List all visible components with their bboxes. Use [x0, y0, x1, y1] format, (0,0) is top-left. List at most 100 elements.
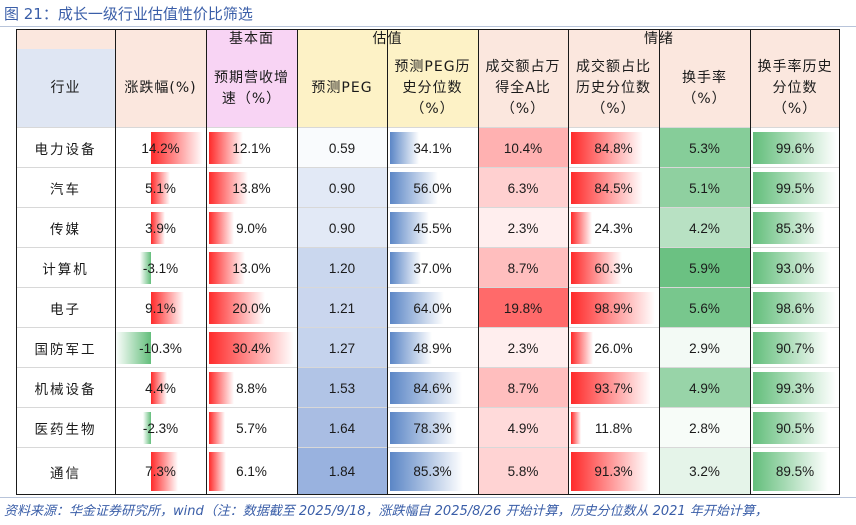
data-bar [753, 332, 830, 364]
value-label: 78.3% [413, 420, 452, 436]
cell-change: 14.2% [115, 128, 206, 168]
data-bar [390, 412, 457, 444]
value-label: 24.3% [594, 220, 633, 236]
value-label: 1.84 [328, 464, 356, 479]
value-label: 5.1% [145, 180, 176, 196]
cell-peg-pct: 56.0% [387, 168, 478, 208]
data-bar [209, 252, 246, 284]
data-bar [753, 132, 837, 164]
value-label: 14.2% [141, 140, 180, 156]
data-bar [209, 412, 225, 444]
row-divider [16, 447, 840, 448]
cell-turnover-rate-pct: 85.3% [750, 208, 840, 248]
value-label: 5.1% [689, 180, 720, 196]
data-bar [753, 292, 836, 324]
column-header-growth: 预期营收增速（%） [206, 49, 297, 128]
data-bar [753, 452, 829, 491]
cell-turnover-share-pct: 26.0% [568, 328, 659, 368]
industry-name-cell: 机械设备 [16, 368, 115, 408]
value-label: 3.9% [145, 220, 176, 236]
column-header-label: 成交额占比历史分位数（%） [576, 59, 651, 117]
value-label: 1.53 [328, 380, 356, 396]
value-label: 6.1% [236, 464, 267, 479]
data-bar [571, 212, 592, 244]
cell-turnover-rate-pct: 99.6% [750, 128, 840, 168]
value-label: 10.4% [503, 140, 543, 156]
value-label: 5.9% [689, 260, 720, 276]
value-label: 1.64 [328, 420, 356, 436]
cell-peg-pct: 64.0% [387, 288, 478, 328]
value-label: 85.3% [413, 464, 452, 479]
column-header-label: 预期营收增速（%） [214, 69, 289, 107]
group-label: 情绪 [644, 30, 674, 47]
cell-turnover-share-pct: 11.8% [568, 408, 659, 448]
value-label: 4.2% [689, 220, 720, 236]
cell-turnover-share: 8.7% [478, 248, 568, 288]
cell-growth: 9.0% [206, 208, 297, 248]
data-bar [571, 452, 649, 491]
value-label: 99.5% [775, 180, 815, 196]
cell-peg-pct: 78.3% [387, 408, 478, 448]
value-label: 64.0% [413, 300, 452, 316]
value-label: 2.9% [689, 340, 720, 356]
cell-turnover-share: 5.8% [478, 448, 568, 495]
footer-rule [0, 497, 856, 498]
industry-label: 电力设备 [34, 142, 97, 158]
industry-label: 传媒 [50, 222, 81, 238]
cell-turnover-rate: 4.2% [659, 208, 750, 248]
cell-change: 7.3% [115, 448, 206, 495]
cell-peg: 1.20 [297, 248, 387, 288]
value-label: 1.27 [328, 340, 356, 356]
data-bar [390, 292, 445, 324]
value-label: 84.8% [594, 140, 633, 156]
title-rule [0, 26, 856, 27]
row-divider [16, 127, 840, 128]
cell-turnover-share: 2.3% [478, 208, 568, 248]
row-divider [16, 367, 840, 368]
value-label: 99.6% [775, 140, 815, 156]
industry-label: 汽车 [50, 182, 81, 198]
data-bar [151, 372, 168, 404]
column-header-label: 行业 [50, 80, 81, 96]
cell-turnover-rate: 2.8% [659, 408, 750, 448]
industry-name-cell: 计算机 [16, 248, 115, 288]
cell-change: 9.1% [115, 288, 206, 328]
value-label: 13.8% [232, 180, 271, 196]
column-divider [115, 29, 116, 495]
cell-turnover-rate-pct: 90.5% [750, 408, 840, 448]
cell-peg: 1.64 [297, 408, 387, 448]
cell-peg: 0.90 [297, 168, 387, 208]
row-divider [16, 207, 840, 208]
value-label: 0.59 [328, 140, 356, 156]
industry-label: 国防军工 [34, 342, 97, 358]
value-label: 5.6% [689, 300, 720, 316]
data-bar [209, 292, 265, 324]
cell-turnover-share-pct: 24.3% [568, 208, 659, 248]
value-label: 9.1% [145, 300, 176, 316]
value-label: 4.9% [507, 420, 539, 436]
industry-name-cell: 电力设备 [16, 128, 115, 168]
data-bar [571, 372, 651, 404]
data-bar [753, 412, 830, 444]
data-bar [571, 412, 582, 444]
data-bar [390, 332, 432, 364]
table-bottom-border [16, 494, 840, 495]
cell-growth: 13.0% [206, 248, 297, 288]
value-label: 11.8% [594, 420, 633, 436]
value-label: 84.5% [594, 180, 633, 196]
column-divider [206, 29, 207, 495]
column-header-label: 预测PEG历史分位数（%） [394, 59, 471, 117]
group-header-fundamental: 基本面 [206, 29, 297, 49]
cell-turnover-rate: 2.9% [659, 328, 750, 368]
data-bar [142, 412, 151, 444]
cell-turnover-share-pct: 84.5% [568, 168, 659, 208]
cell-peg: 1.84 [297, 448, 387, 495]
data-bar [753, 172, 837, 204]
data-bar [571, 172, 643, 204]
cell-peg: 0.90 [297, 208, 387, 248]
column-divider [839, 29, 840, 495]
cell-peg: 1.21 [297, 288, 387, 328]
cell-peg-pct: 48.9% [387, 328, 478, 368]
value-label: 26.0% [594, 340, 633, 356]
data-bar [115, 332, 151, 364]
